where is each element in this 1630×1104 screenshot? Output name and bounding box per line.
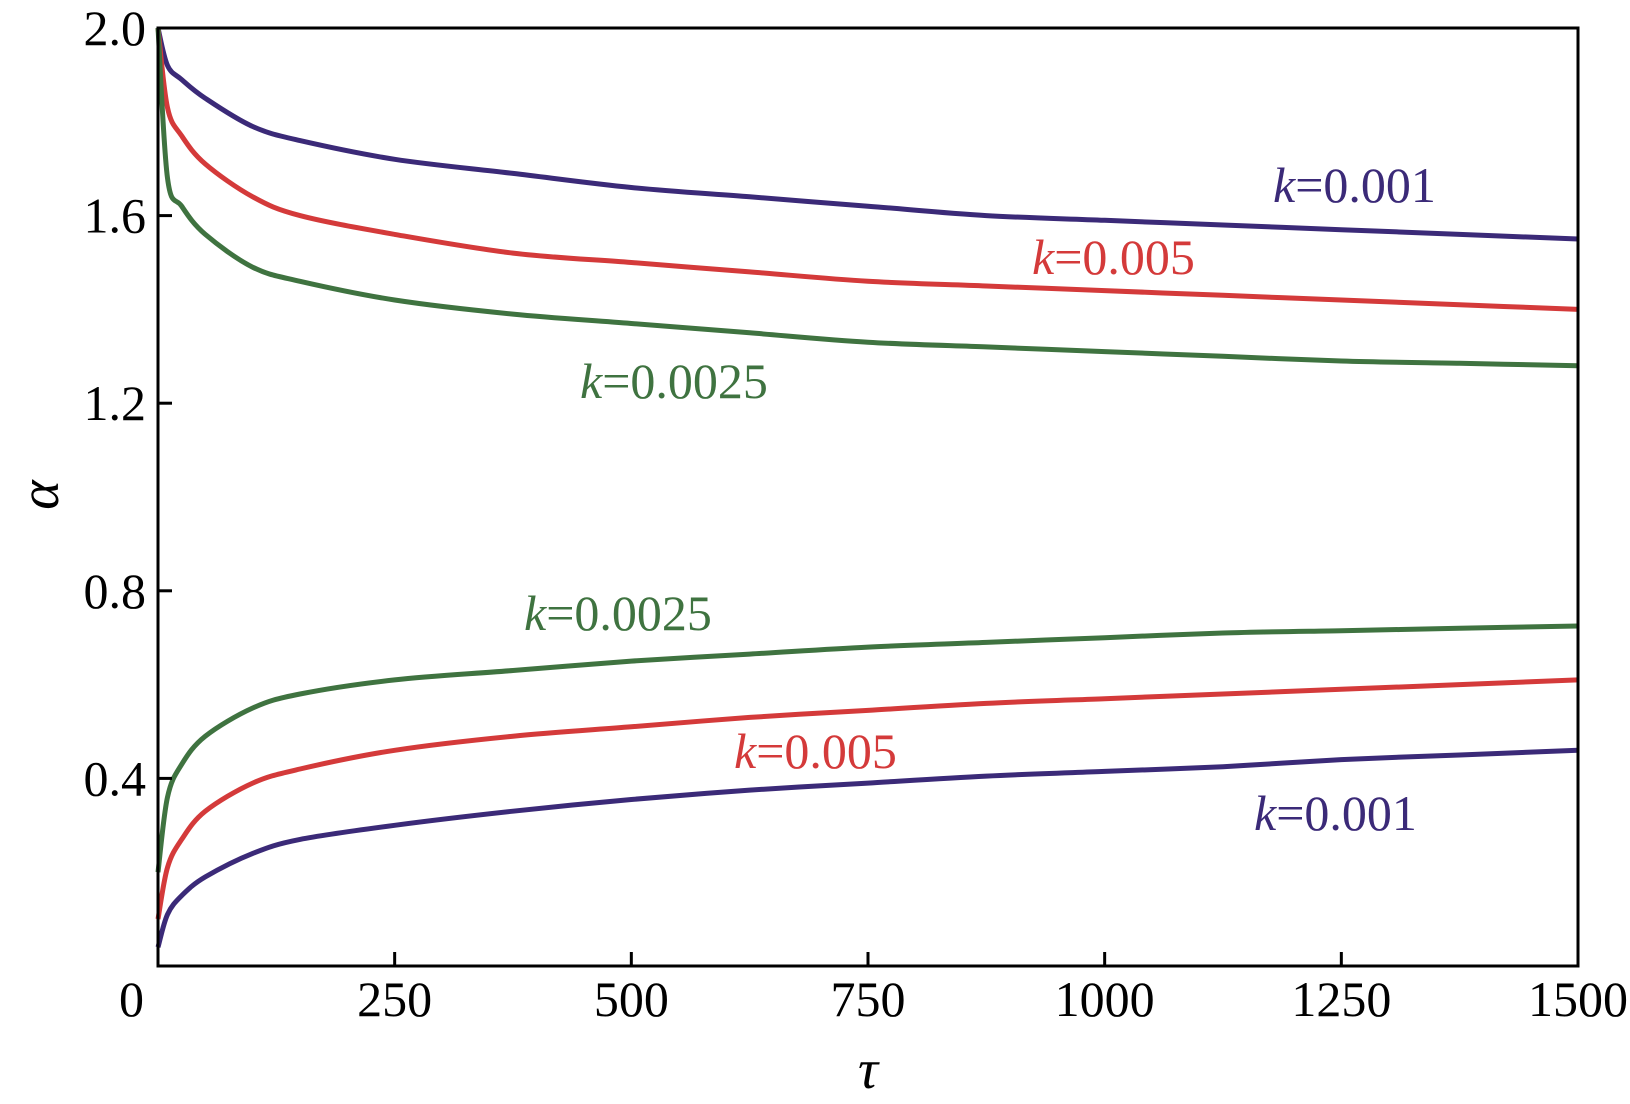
x-tick-label: 750 <box>831 971 906 1027</box>
curves-layer <box>155 27 1579 948</box>
x-tick-label: 1000 <box>1055 971 1155 1027</box>
series-line-3 <box>155 623 1579 873</box>
tick-labels: 0 250 500 750 1000 1250 1500 0.4 0.8 1.2 1.6 2.0 <box>84 0 1629 1027</box>
series-line-2 <box>155 27 1579 369</box>
series-label-upper-k0001: k=0.001 <box>1273 157 1436 213</box>
y-tick-label: 0.8 <box>84 563 147 619</box>
series-label-lower-k00025: k=0.0025 <box>524 585 712 641</box>
tick-marks <box>158 214 1343 966</box>
series-label-lower-k0001: k=0.001 <box>1254 785 1417 841</box>
y-tick-label: 0.4 <box>84 750 147 806</box>
x-tick-label: 1250 <box>1291 971 1391 1027</box>
series-label-upper-k0005: k=0.005 <box>1032 229 1195 285</box>
x-tick-label: 250 <box>357 971 432 1027</box>
series-line-4 <box>155 677 1579 920</box>
series-line-5 <box>155 747 1579 948</box>
series-line-1 <box>155 27 1579 312</box>
series-line-0 <box>155 27 1579 242</box>
x-tick-label: 0 <box>119 971 144 1027</box>
x-axis-title: τ <box>858 1039 880 1101</box>
x-tick-label: 500 <box>594 971 669 1027</box>
series-label-lower-k0005: k=0.005 <box>734 723 897 779</box>
y-tick-label: 2.0 <box>84 0 147 56</box>
y-tick-label: 1.6 <box>84 188 147 244</box>
y-axis-title: α <box>9 479 71 510</box>
x-tick-label: 1500 <box>1528 971 1628 1027</box>
series-label-upper-k00025: k=0.0025 <box>580 353 768 409</box>
y-tick-label: 1.2 <box>84 375 147 431</box>
